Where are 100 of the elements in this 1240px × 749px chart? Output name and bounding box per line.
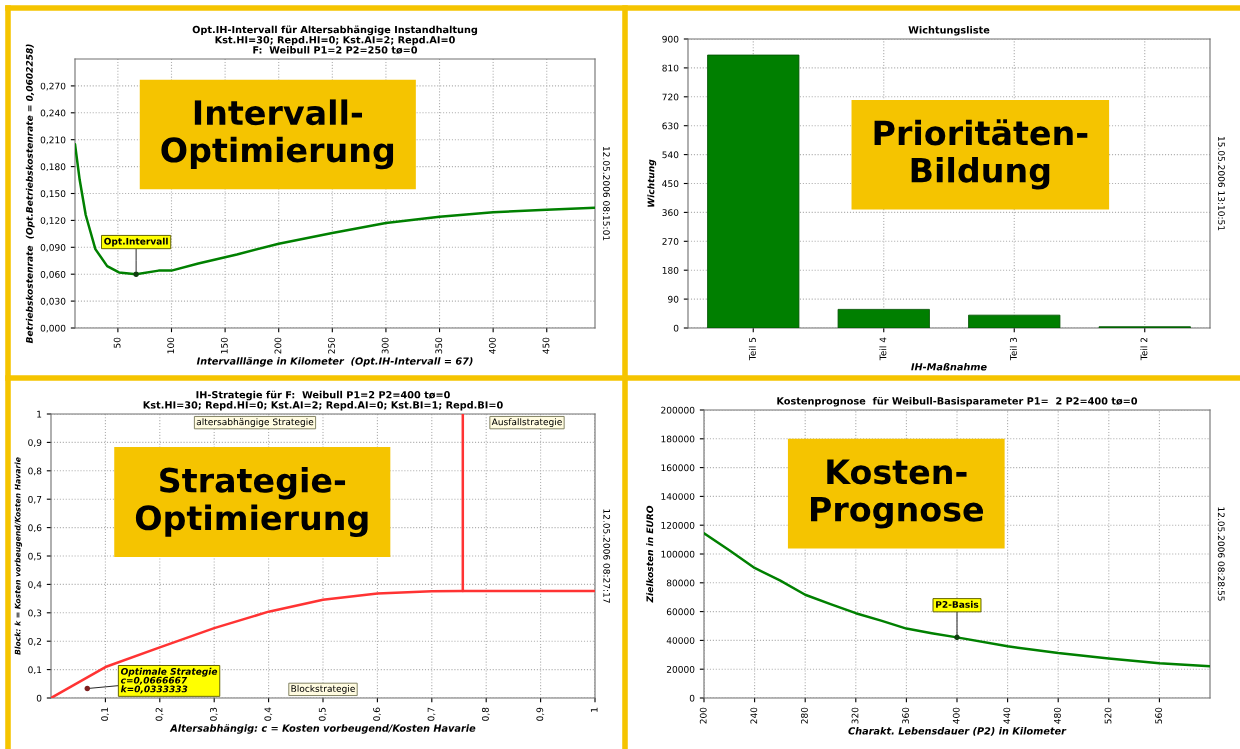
- y-tick-label: 0,000: [40, 324, 66, 333]
- y-tick-label: 160000: [661, 464, 695, 472]
- y-tick-label: 180000: [661, 435, 695, 443]
- y-tick-label: 80000: [666, 579, 695, 587]
- x-tick-label: 150: [220, 337, 228, 354]
- y-tick-label: 540: [662, 151, 679, 159]
- x-tick-label: Teil 3: [1009, 337, 1017, 361]
- x-tick-label: 560: [1155, 707, 1163, 724]
- y-tick-label: 0,7: [28, 495, 42, 504]
- x-tick-label: 240: [750, 707, 758, 724]
- text: 15.05.2006 13:10:51: [1218, 136, 1225, 231]
- x-tick-label: 0,5: [318, 707, 327, 721]
- y-axis-title: Wichtung: [647, 159, 657, 207]
- chart-title: Kostenprognose für Weibull-Basisparameter P1= 2 P2=400 tø=0: [777, 396, 1138, 407]
- y-tick-label: 0,4: [28, 581, 42, 589]
- y-tick-label: 60000: [666, 608, 695, 616]
- y-tick-label: 0,060: [40, 270, 66, 279]
- chart-title: Opt.IH-Intervall für Altersabhängige Instandhaltung Kst.HI=30; Repd.HI=0; Kst.AI=2; Repd.AI=0 F: Weibull P1=2 P2=250 tø=0: [192, 25, 478, 54]
- y-tick-label: 360: [662, 209, 679, 216]
- annotation: altersabhängige Strategie: [196, 418, 314, 427]
- x-tick-label: 200: [699, 707, 707, 724]
- y-tick-label: 0,090: [40, 244, 66, 252]
- y-tick-label: 630: [662, 122, 679, 130]
- y-tick-label: 0,6: [28, 524, 42, 533]
- annotation: P2-Basis: [936, 600, 979, 608]
- y-tick-label: 0,120: [40, 217, 66, 225]
- y-tick-label: 0,5: [28, 552, 42, 561]
- x-tick-label: 0,9: [536, 707, 545, 721]
- text: 12.05.2006 08:28:55: [1217, 507, 1225, 601]
- y-tick-label: 0,240: [40, 109, 66, 118]
- x-tick-label: 480: [1053, 707, 1061, 724]
- annotation: Blockstrategie: [291, 685, 355, 694]
- y-tick-label: 90: [668, 295, 679, 303]
- annotation: Kosten- Prognose: [810, 459, 984, 529]
- x-tick-label: 280: [800, 707, 808, 724]
- y-tick-label: 900: [662, 35, 679, 43]
- x-axis-title: Intervalllänge in Kilometer (Opt.IH-Intervall = 67): [196, 357, 473, 367]
- y-tick-label: 0,8: [28, 467, 42, 476]
- annotation: Prioritäten- Bildung: [874, 119, 1088, 190]
- annotation: Strategie- Optimierung: [135, 466, 368, 538]
- y-tick-label: 0,030: [40, 297, 66, 306]
- x-tick-label: Teil 5: [748, 337, 756, 361]
- x-tick-label: 360: [902, 707, 910, 724]
- y-tick-label: 450: [662, 180, 679, 188]
- y-tick-label: 270: [662, 238, 679, 245]
- x-axis-title: Charakt. Lebensdauer (P2) in Kilometer: [848, 727, 1067, 736]
- x-tick-label: 400: [952, 707, 960, 724]
- x-tick-label: 400: [488, 337, 496, 354]
- annotation: Ausfallstrategie: [491, 418, 562, 427]
- x-tick-label: 0,8: [481, 707, 490, 721]
- annotation: Opt.Intervall: [104, 237, 168, 247]
- x-tick-label: 440: [1003, 707, 1011, 724]
- x-tick-label: Teil 2: [1140, 337, 1148, 361]
- y-axis-title: Zielkosten in EURO: [646, 505, 654, 603]
- y-tick-label: 40000: [666, 637, 695, 644]
- y-tick-label: 0,150: [40, 190, 66, 198]
- chart-title: IH-Strategie für F: Weibull P1=2 P2=400 tø=0 Kst.HI=30; Repd.HI=0; Kst.AI=2; Repd.AI=0; Kst.BI=1; Repd.BI=0: [143, 390, 503, 411]
- y-axis-title: Betriebskostenrate (Opt.Betriebskostenrate = 0,0602258): [25, 44, 35, 344]
- x-tick-label: 250: [328, 337, 335, 354]
- y-tick-label: 0: [673, 324, 679, 332]
- annotation: Optimale Strategie c=0,0666667 k=0,0333333: [120, 667, 218, 694]
- text: 12.05.2006 08:15:01: [602, 146, 610, 241]
- y-tick-label: 0: [689, 694, 695, 702]
- y-tick-label: 200000: [661, 406, 695, 414]
- y-tick-label: 0,9: [28, 439, 42, 447]
- x-tick-label: 450: [542, 337, 550, 354]
- y-tick-label: 0,210: [40, 136, 66, 145]
- x-tick-label: 200: [274, 337, 282, 354]
- text: 12.05.2006 08:27:17: [603, 509, 611, 603]
- y-tick-label: 100000: [661, 550, 695, 558]
- x-tick-label: 520: [1104, 707, 1112, 724]
- x-axis-title: Altersabhängig: c = Kosten vorbeugend/Kosten Havarie: [169, 724, 476, 734]
- x-axis-title: IH-Maßnahme: [911, 362, 987, 371]
- x-tick-label: 350: [435, 337, 443, 354]
- y-tick-label: 1: [37, 410, 42, 418]
- annotation: Intervall- Optimierung: [161, 99, 394, 170]
- x-tick-label: 100: [167, 337, 175, 354]
- y-tick-label: 810: [662, 64, 679, 72]
- y-tick-label: 120000: [661, 521, 695, 529]
- y-tick-label: 20000: [666, 665, 695, 673]
- x-tick-label: Teil 4: [879, 337, 887, 361]
- y-tick-label: 140000: [661, 493, 695, 500]
- chart-title: Wichtungsliste: [908, 26, 990, 36]
- y-tick-label: 0,2: [28, 637, 42, 646]
- y-tick-label: 0,270: [40, 82, 66, 91]
- x-tick-label: 0,7: [427, 707, 436, 721]
- x-tick-label: 0,1: [101, 707, 109, 721]
- y-tick-label: 0,3: [28, 609, 42, 618]
- x-tick-label: 1: [590, 707, 598, 712]
- y-tick-label: 180: [662, 266, 679, 274]
- x-tick-label: 0,3: [209, 707, 218, 721]
- x-tick-label: 0,6: [373, 707, 381, 721]
- y-tick-label: 0: [36, 694, 42, 702]
- x-tick-label: 0,4: [264, 707, 273, 721]
- y-tick-label: 0,180: [40, 163, 66, 172]
- x-tick-label: 300: [381, 337, 389, 354]
- y-tick-label: 720: [662, 93, 679, 101]
- y-tick-label: 0,1: [28, 666, 42, 675]
- x-tick-label: 320: [851, 707, 859, 724]
- x-tick-label: 50: [113, 337, 121, 348]
